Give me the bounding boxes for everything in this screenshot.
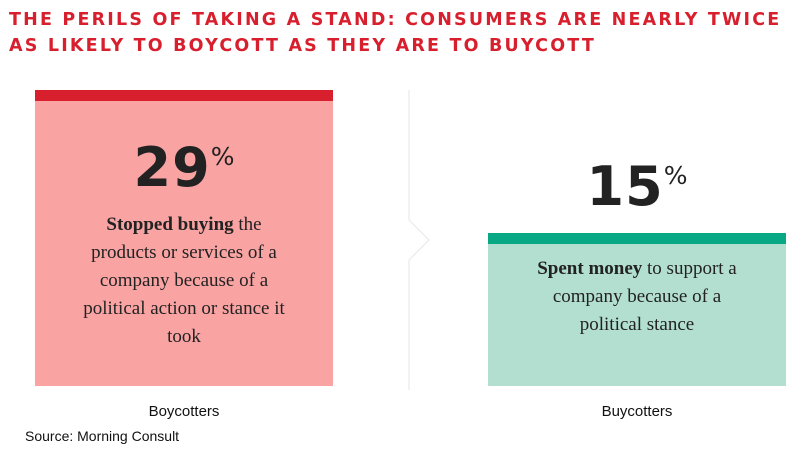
panel-divider xyxy=(408,90,431,390)
data-label-value: 15 xyxy=(586,155,664,218)
chart-title-line-1: THE PERILS OF TAKING A STAND: CONSUMERS … xyxy=(9,10,782,30)
data-label-unit: % xyxy=(210,142,235,171)
data-label-unit: % xyxy=(663,161,688,190)
description-emphasis: Stopped buying xyxy=(106,214,234,235)
data-label-buycotters: 15% xyxy=(488,155,786,218)
bar-description-buycotters: Spent money to support a company because… xyxy=(537,258,737,335)
data-label-value: 29 xyxy=(133,136,211,199)
category-label-buycotters: Buycotters xyxy=(601,403,673,420)
source-note: Source: Morning Consult xyxy=(25,428,180,444)
chart-title: THE PERILS OF TAKING A STAND: CONSUMERS … xyxy=(9,7,789,59)
bar-cap-buycotters xyxy=(488,233,786,244)
bar-cap-boycotters xyxy=(35,90,333,101)
bar-description-boycotters: Stopped buying the products or services … xyxy=(83,214,285,347)
chart-title-line-2: AS LIKELY TO BOYCOTT AS THEY ARE TO BUYC… xyxy=(9,36,596,56)
bar-boycotters xyxy=(35,90,333,386)
category-label-boycotters: Boycotters xyxy=(148,403,220,420)
data-label-boycotters: 29% xyxy=(35,136,333,199)
description-emphasis: Spent money xyxy=(537,258,643,279)
bar-buycotters xyxy=(488,233,786,386)
